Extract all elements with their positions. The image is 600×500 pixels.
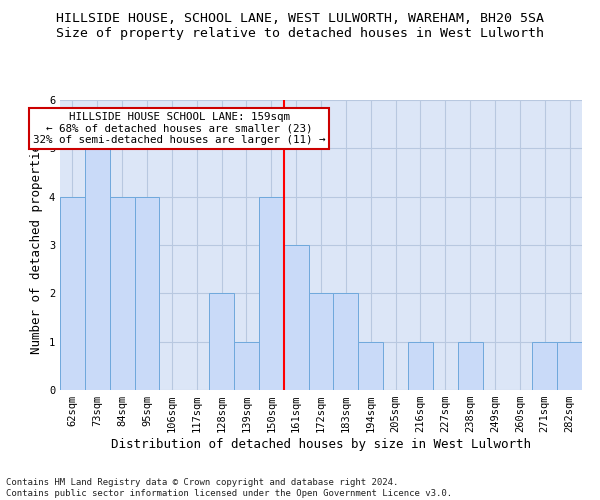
- Bar: [557, 342, 582, 390]
- X-axis label: Distribution of detached houses by size in West Lulworth: Distribution of detached houses by size …: [111, 438, 531, 451]
- Text: HILLSIDE HOUSE SCHOOL LANE: 159sqm
← 68% of detached houses are smaller (23)
32%: HILLSIDE HOUSE SCHOOL LANE: 159sqm ← 68%…: [33, 112, 326, 146]
- Y-axis label: Number of detached properties: Number of detached properties: [31, 136, 43, 354]
- Bar: [259, 196, 284, 390]
- Text: HILLSIDE HOUSE, SCHOOL LANE, WEST LULWORTH, WAREHAM, BH20 5SA: HILLSIDE HOUSE, SCHOOL LANE, WEST LULWOR…: [56, 12, 544, 26]
- Bar: [134, 196, 160, 390]
- Bar: [60, 196, 85, 390]
- Text: Contains HM Land Registry data © Crown copyright and database right 2024.
Contai: Contains HM Land Registry data © Crown c…: [6, 478, 452, 498]
- Bar: [110, 196, 134, 390]
- Bar: [85, 148, 110, 390]
- Bar: [209, 294, 234, 390]
- Text: Size of property relative to detached houses in West Lulworth: Size of property relative to detached ho…: [56, 28, 544, 40]
- Bar: [234, 342, 259, 390]
- Bar: [358, 342, 383, 390]
- Bar: [532, 342, 557, 390]
- Bar: [408, 342, 433, 390]
- Bar: [458, 342, 482, 390]
- Bar: [308, 294, 334, 390]
- Bar: [284, 245, 308, 390]
- Bar: [334, 294, 358, 390]
